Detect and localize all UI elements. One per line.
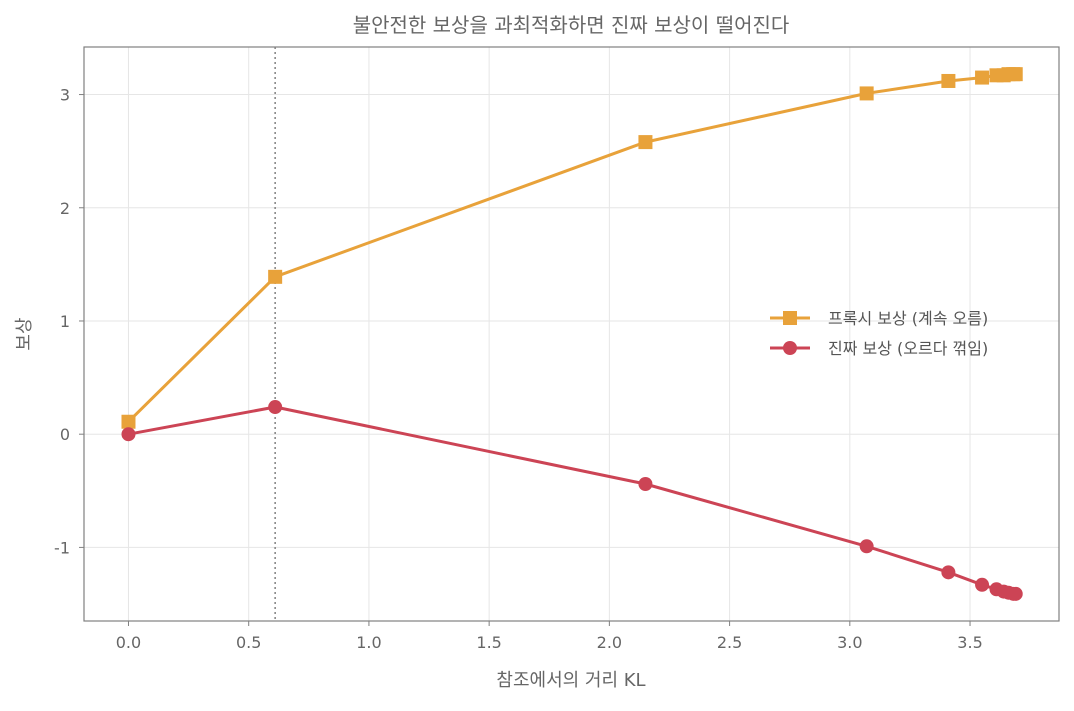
data-point [638,135,653,150]
x-tick-label: 2.5 [717,633,742,652]
data-point [121,414,136,429]
plot-frame [83,46,1060,622]
y-tick-label: 1 [60,312,70,331]
data-point [1008,67,1023,82]
series-line [128,405,1016,596]
legend-marker [783,311,797,325]
y-tick-label: 3 [60,86,70,105]
data-point [975,70,990,85]
legend-item: 프록시 보상 (계속 오름) [770,309,988,328]
x-axis-ticks: 0.0 0.5 1.0 1.5 2.0 2.5 3.0 3.5 [116,621,983,652]
legend: 프록시 보상 (계속 오름) 진짜 보상 (오르다 꺾임) [770,309,988,358]
legend-label: 프록시 보상 (계속 오름) [828,309,988,328]
y-axis-label: 보상 [14,317,35,350]
x-tick-label: 0.5 [236,633,261,652]
x-axis-label: 참조에서의 거리 KL [496,670,645,691]
data-point [121,427,136,442]
data-point [268,269,283,284]
legend-label: 진짜 보상 (오르다 꺾임) [828,339,988,358]
x-tick-label: 1.0 [356,633,381,652]
y-tick-label: 0 [60,425,70,444]
grid [84,47,1059,621]
data-point [1008,586,1023,601]
data-point [975,577,990,592]
y-tick-label: -1 [54,538,70,557]
data-point [941,565,956,580]
series-2 [121,400,1023,601]
series-layer [121,67,1023,601]
legend-marker [783,341,797,355]
data-point [859,539,874,554]
legend-item: 진짜 보상 (오르다 꺾임) [770,339,988,358]
data-point [941,73,956,88]
y-axis-ticks: -1 0 1 2 3 [54,86,84,557]
data-point [268,400,283,415]
x-tick-label: 3.0 [837,633,862,652]
x-tick-label: 0.0 [116,633,141,652]
chart-title: 불안전한 보상을 과최적화하면 진짜 보상이 떨어진다 [353,13,790,37]
series-1 [121,67,1023,429]
data-point [859,86,874,101]
x-tick-label: 3.5 [957,633,982,652]
x-tick-label: 1.5 [476,633,501,652]
x-tick-label: 2.0 [597,633,622,652]
series-line [127,72,1016,423]
y-tick-label: 2 [60,199,70,218]
data-point [638,477,653,492]
